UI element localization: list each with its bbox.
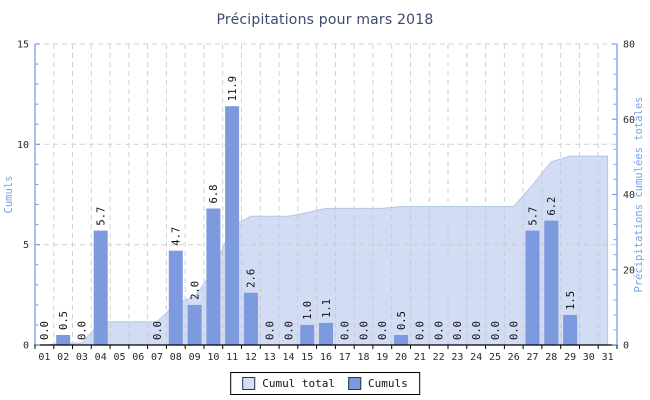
bar-value-day-04: 5.7	[96, 207, 108, 226]
x-tick-label-02: 02	[57, 352, 69, 363]
bar-value-day-19: 0.0	[377, 321, 389, 340]
x-tick-label-17: 17	[339, 352, 351, 363]
cumulative-area	[35, 156, 608, 345]
bar-day-20	[394, 335, 409, 345]
x-tick-label-25: 25	[489, 352, 501, 363]
left-axis-title: Cumuls	[3, 176, 15, 214]
left-tick-label: 10	[17, 140, 29, 151]
bar-day-27	[525, 230, 540, 345]
x-tick-label-21: 21	[414, 352, 426, 363]
x-tick-label-23: 23	[451, 352, 463, 363]
bar-value-day-01: 0.0	[39, 321, 51, 340]
bar-value-day-18: 0.0	[358, 321, 370, 340]
bar-value-day-23: 0.0	[452, 321, 464, 340]
cumulative-area-edge	[35, 155, 609, 346]
bar-day-12	[243, 292, 258, 345]
left-tick-label: 15	[17, 40, 29, 51]
bar-value-labels: 0.0 0.5 0.0 5.7 0.0 4.7 2.0 6.8 11.9 2.6 0.0 0.0 1.0…	[39, 76, 577, 340]
cumuls-swatch	[348, 377, 362, 390]
bar-day-16	[319, 322, 333, 345]
right-tick-label: 40	[623, 190, 635, 201]
bar-day-28	[544, 220, 559, 345]
right-tick-label: 60	[623, 115, 635, 126]
bar-day-09	[187, 304, 202, 345]
bar-value-day-20: 0.5	[396, 311, 408, 330]
x-tick-label-26: 26	[508, 352, 520, 363]
bar-value-day-07: 0.0	[152, 321, 164, 340]
bar-value-day-28: 6.2	[546, 197, 558, 216]
x-tick-label-04: 04	[95, 352, 107, 363]
bar-day-04	[93, 230, 108, 345]
x-tick-label-18: 18	[357, 352, 369, 363]
x-tick-label-29: 29	[564, 352, 576, 363]
x-tick-label-07: 07	[151, 352, 163, 363]
bar-day-29	[563, 314, 578, 345]
x-tick-label-05: 05	[113, 352, 125, 363]
x-tick-label-27: 27	[526, 352, 538, 363]
bar-day-08	[168, 250, 183, 345]
bar-day-15	[300, 324, 315, 345]
x-tick-label-19: 19	[376, 352, 388, 363]
bar-value-day-09: 2.0	[189, 281, 201, 300]
x-tick-label-24: 24	[470, 352, 482, 363]
bar-value-day-21: 0.0	[415, 321, 427, 340]
x-tick-label-06: 06	[132, 352, 144, 363]
cumuls-label: Cumuls	[368, 377, 408, 390]
cumul-total-swatch	[242, 377, 256, 390]
x-tick-label-14: 14	[282, 352, 294, 363]
bar-value-day-14: 0.0	[283, 321, 295, 340]
left-tick-label: 5	[23, 240, 29, 251]
bar-value-day-10: 6.8	[208, 185, 220, 204]
cumul-total-label: Cumul total	[262, 377, 336, 390]
gridlines	[35, 43, 617, 345]
left-tick-label: 0	[23, 341, 29, 352]
x-tick-label-28: 28	[545, 352, 557, 363]
right-tick-label: 0	[623, 341, 629, 352]
x-tick-label-01: 01	[38, 352, 50, 363]
x-tick-label-31: 31	[602, 352, 614, 363]
right-axis-title: Précipitations cumulées totales	[633, 97, 645, 293]
bar-value-day-22: 0.0	[433, 321, 445, 340]
legend-item-cumuls: Cumuls	[348, 377, 408, 390]
bar-value-day-29: 1.5	[565, 291, 577, 310]
bar-value-day-12: 2.6	[246, 269, 258, 288]
bar-value-day-15: 1.0	[302, 301, 314, 320]
chart-title: Précipitations pour mars 2018	[216, 12, 434, 28]
x-tick-label-20: 20	[395, 352, 407, 363]
bar-value-day-03: 0.0	[77, 321, 89, 340]
bar-value-day-11: 11.9	[227, 76, 239, 101]
right-tick-label: 80	[623, 40, 635, 51]
x-tick-label-11: 11	[226, 352, 238, 363]
bar-day-02	[56, 335, 71, 345]
bar-value-day-24: 0.0	[471, 321, 483, 340]
x-tick-label-16: 16	[320, 352, 332, 363]
bar-value-day-08: 4.7	[171, 227, 183, 246]
x-tick-label-09: 09	[189, 352, 201, 363]
x-tick-label-03: 03	[76, 352, 88, 363]
bar-value-day-02: 0.5	[58, 311, 70, 330]
x-tick-label-13: 13	[264, 352, 276, 363]
x-tick-label-08: 08	[170, 352, 182, 363]
bar-day-11	[225, 106, 240, 345]
bar-value-day-26: 0.0	[509, 321, 521, 340]
bars-series	[56, 106, 578, 345]
x-tick-label-10: 10	[207, 352, 219, 363]
x-tick-label-15: 15	[301, 352, 313, 363]
bar-value-day-17: 0.0	[340, 321, 352, 340]
x-tick-label-30: 30	[583, 352, 595, 363]
bar-value-day-16: 1.1	[321, 299, 333, 318]
legend-item-cumul-total: Cumul total	[242, 377, 335, 390]
x-tick-label-12: 12	[245, 352, 257, 363]
bar-day-10	[206, 208, 221, 345]
bar-value-day-25: 0.0	[490, 321, 502, 340]
bar-value-day-27: 5.7	[527, 207, 539, 226]
bar-value-day-13: 0.0	[265, 321, 277, 340]
x-tick-label-22: 22	[433, 352, 445, 363]
right-tick-label: 20	[623, 265, 635, 276]
legend: Cumul total Cumuls	[230, 372, 420, 395]
